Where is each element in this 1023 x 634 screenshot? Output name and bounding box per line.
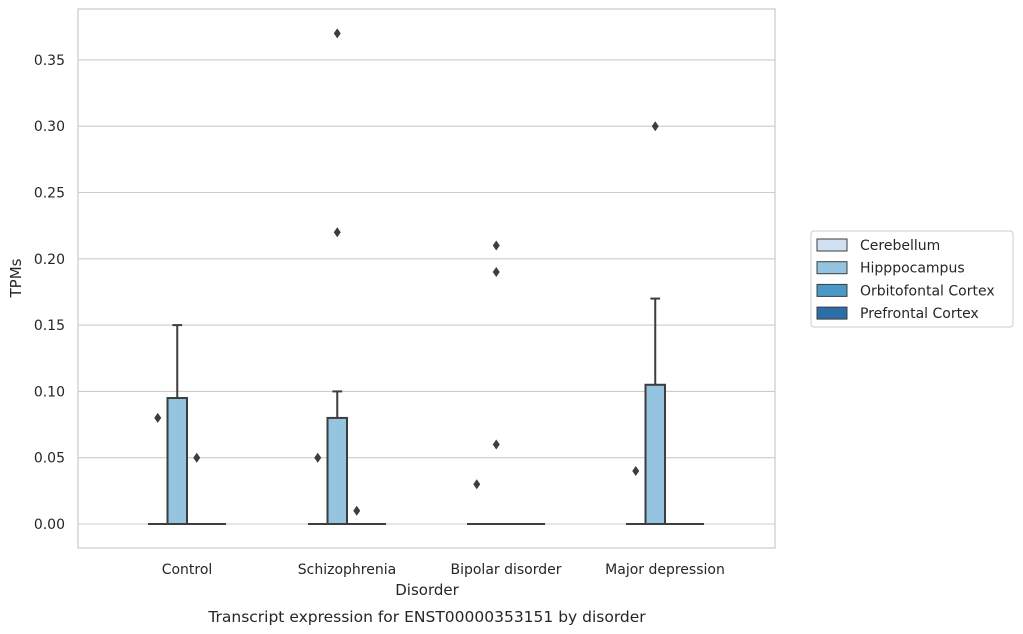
legend-label: Prefrontal Cortex [860, 306, 979, 322]
box-group [486, 240, 506, 525]
legend-label: Orbitofontal Cortex [860, 283, 995, 299]
legend-swatch [816, 261, 848, 275]
box-group [644, 121, 666, 525]
y-tick-label: 0.35 [34, 53, 65, 69]
outlier-point [492, 439, 500, 450]
box-group [626, 465, 646, 525]
y-tick-labels: 0.00 0.05 0.10 0.15 0.20 0.25 0.30 0.35 [34, 53, 65, 533]
x-tick-label: Major depression [605, 562, 725, 578]
outlier-point [314, 452, 322, 463]
x-tick-labels: Control Schizophrenia Bipolar disorder Majo… [162, 562, 725, 578]
box-series [148, 28, 704, 526]
y-tick-label: 0.20 [34, 252, 65, 268]
x-tick-label: Control [162, 562, 213, 578]
legend-swatch [816, 283, 848, 297]
x-tick-label: Schizophrenia [298, 562, 396, 578]
outlier-point [492, 240, 500, 251]
box-group [308, 452, 328, 525]
box [166, 397, 188, 525]
box [326, 416, 348, 526]
box [644, 383, 666, 525]
y-tick-label: 0.30 [34, 119, 65, 135]
outlier-point [651, 121, 659, 132]
outlier-point [154, 412, 162, 423]
box-group [467, 479, 487, 525]
outlier-point [473, 479, 481, 490]
legend: Cerebellum Hipppocampus Orbitofontal Corte… [810, 230, 1014, 328]
y-tick-label: 0.00 [34, 517, 65, 533]
y-tick-label: 0.15 [34, 318, 65, 334]
y-tick-label: 0.05 [34, 451, 65, 467]
box-group [347, 505, 367, 525]
y-tick-label: 0.25 [34, 186, 65, 202]
y-axis-label: TPMs [7, 258, 25, 298]
outlier-point [353, 505, 361, 516]
legend-box [810, 230, 1014, 328]
plot-frame [77, 8, 776, 549]
legend-label: Cerebellum [860, 238, 940, 254]
outlier-point [333, 28, 341, 39]
box-group [187, 452, 207, 525]
legend-label: Hipppocampus [860, 261, 965, 277]
legend-swatch [816, 238, 848, 252]
x-tick-label: Bipolar disorder [450, 562, 561, 578]
legend-swatch [816, 306, 848, 320]
box-group [148, 412, 168, 525]
box-group [326, 28, 348, 526]
chart-title: Transcript expression for ENST0000035315… [207, 608, 646, 626]
outlier-point [333, 227, 341, 238]
outlier-point [632, 465, 640, 476]
y-tick-label: 0.10 [34, 384, 65, 400]
box-group [166, 324, 188, 525]
outlier-point [193, 452, 201, 463]
outlier-point [492, 267, 500, 278]
x-axis-label: Disorder [395, 581, 459, 599]
